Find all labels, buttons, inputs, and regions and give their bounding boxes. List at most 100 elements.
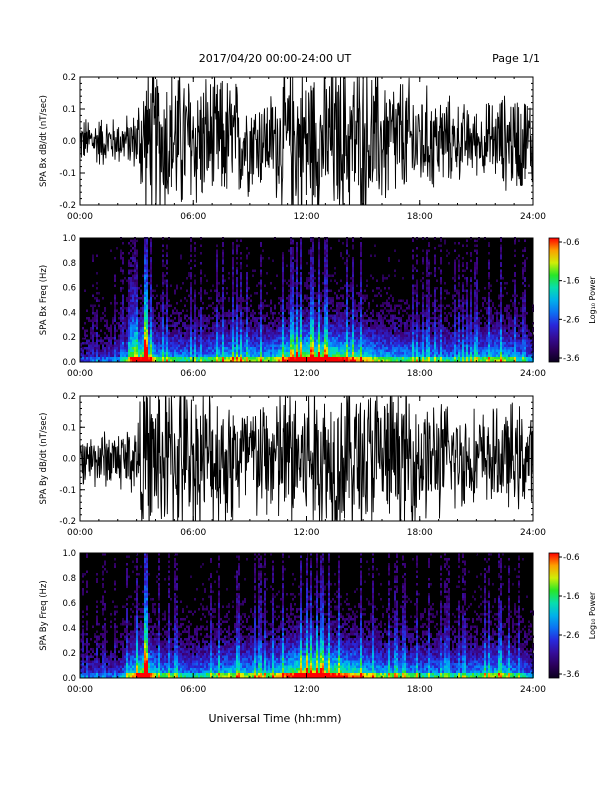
spectrogram-cell — [252, 357, 254, 360]
spectrogram-cell — [348, 359, 350, 362]
spectrogram-cell — [102, 349, 104, 352]
spectrogram-cell — [134, 289, 136, 292]
spectrogram-cell — [310, 292, 312, 295]
spectrogram-cell — [172, 334, 174, 337]
spectrogram-cell — [178, 337, 180, 340]
spectrogram-cell — [102, 317, 104, 320]
spectrogram-cell — [166, 352, 168, 355]
spectrogram-cell — [346, 277, 348, 280]
spectrogram-cell — [276, 357, 278, 360]
spectrogram-cell — [256, 357, 258, 360]
spectrogram-cell — [292, 357, 294, 360]
spectrogram-cell — [258, 334, 260, 337]
spectrogram-cell — [240, 287, 242, 290]
spectrogram-cell — [252, 339, 254, 342]
spectrogram-cell — [342, 329, 344, 332]
spectrogram-cell — [174, 339, 176, 342]
spectrogram-cell — [260, 322, 262, 325]
spectrogram-cell — [134, 334, 136, 337]
spectrogram-cell — [412, 304, 414, 307]
spectrogram-cell — [254, 312, 256, 315]
spectrogram-cell — [400, 329, 402, 332]
spectrogram-cell — [344, 284, 346, 287]
spectrogram-cell — [86, 309, 88, 312]
spectrogram-cell — [146, 279, 148, 282]
spectrogram-cell — [352, 272, 354, 275]
spectrogram-cell — [162, 339, 164, 342]
spectrogram-cell — [200, 252, 202, 255]
spectrogram-cell — [128, 359, 130, 362]
spectrogram-cell — [298, 322, 300, 325]
spectrogram-cell — [248, 322, 250, 325]
spectrogram-cell — [332, 347, 334, 350]
spectrogram-cell — [376, 312, 378, 315]
spectrogram-cell — [146, 244, 148, 247]
spectrogram-cell — [438, 332, 440, 335]
spectrogram-cell — [136, 332, 138, 335]
spectrogram-cell — [82, 327, 84, 330]
spectrogram-cell — [436, 354, 438, 357]
spectrogram-cell — [432, 357, 434, 360]
spectrogram-cell — [332, 352, 334, 355]
spectrogram-cell — [96, 312, 98, 315]
spectrogram-cell — [358, 332, 360, 335]
spectrogram-cell — [312, 247, 314, 250]
spectrogram-cell — [228, 347, 230, 350]
spectrogram-cell — [408, 304, 410, 307]
spectrogram-cell — [132, 257, 134, 260]
spectrogram-cell — [282, 267, 284, 270]
spectrogram-cell — [384, 354, 386, 357]
spectrogram-cell — [282, 334, 284, 337]
spectrogram-cell — [322, 324, 324, 327]
spectrogram-cell — [270, 349, 272, 352]
spectrogram-cell — [318, 284, 320, 287]
spectrogram-cell — [416, 339, 418, 342]
spectrogram-cell — [434, 257, 436, 260]
spectrogram-cell — [436, 287, 438, 290]
spectrogram-cell — [300, 354, 302, 357]
spectrogram-cell — [232, 327, 234, 330]
spectrogram-cell — [216, 342, 218, 345]
spectrogram-cell — [254, 342, 256, 345]
spectrogram-cell — [188, 337, 190, 340]
spectrogram-cell — [356, 312, 358, 315]
spectrogram-cell — [426, 342, 428, 345]
spectrogram-cell — [194, 317, 196, 320]
spectrogram-cell — [190, 324, 192, 327]
spectrogram-cell — [304, 349, 306, 352]
spectrogram-cell — [352, 309, 354, 312]
spectrogram-cell — [438, 324, 440, 327]
spectrogram-cell — [438, 354, 440, 357]
spectrogram-cell — [220, 354, 222, 357]
spectrogram-cell — [428, 282, 430, 285]
spectrogram-cell — [190, 317, 192, 320]
spectrogram-cell — [356, 319, 358, 322]
spectrogram-cell — [110, 354, 112, 357]
spectrogram-cell — [110, 347, 112, 350]
spectrogram-cell — [382, 324, 384, 327]
spectrogram-cell — [92, 334, 94, 337]
spectrogram-cell — [230, 344, 232, 347]
spectrogram-cell — [424, 312, 426, 315]
spectrogram-cell — [186, 347, 188, 350]
spectrogram-cell — [274, 357, 276, 360]
spectrogram-cell — [314, 352, 316, 355]
spectrogram-cell — [192, 344, 194, 347]
spectrogram-cell — [150, 264, 152, 267]
spectrogram-cell — [392, 317, 394, 320]
spectrogram-cell — [350, 312, 352, 315]
spectrogram-cell — [112, 347, 114, 350]
spectrogram-cell — [182, 352, 184, 355]
spectrogram-cell — [352, 324, 354, 327]
spectrogram-cell — [316, 307, 318, 310]
spectrogram-cell — [284, 327, 286, 330]
spectrogram-cell — [412, 324, 414, 327]
spectrogram-cell — [260, 279, 262, 282]
spectrogram-cell — [130, 334, 132, 337]
spectrogram-cell — [406, 327, 408, 330]
spectrogram-cell — [260, 324, 262, 327]
spectrogram-cell — [202, 334, 204, 337]
spectrogram-cell — [182, 359, 184, 362]
spectrogram-cell — [246, 277, 248, 280]
spectrogram-cell — [158, 359, 160, 362]
